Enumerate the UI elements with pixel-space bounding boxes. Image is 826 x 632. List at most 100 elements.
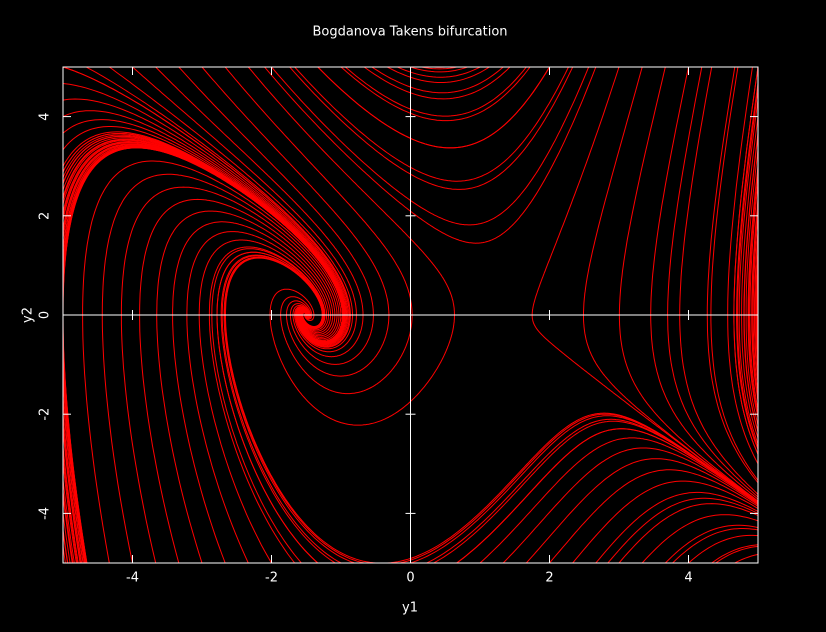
trajectory (595, 491, 758, 563)
trajectory (502, 562, 504, 563)
trajectory (63, 562, 64, 563)
trajectory (221, 255, 342, 563)
trajectory (757, 210, 758, 216)
trajectory (757, 279, 758, 332)
x-tick-label: 0 (406, 571, 414, 586)
trajectory (317, 67, 318, 68)
trajectory (754, 226, 758, 382)
trajectory (757, 256, 758, 266)
trajectory (526, 67, 527, 68)
trajectory (641, 562, 643, 563)
trajectory (396, 67, 481, 78)
y-tick-label: 0 (38, 311, 53, 319)
trajectory (289, 67, 574, 190)
trajectory (224, 67, 226, 68)
trajectory (757, 496, 758, 498)
trajectory (211, 248, 480, 563)
trajectory (63, 133, 345, 563)
trajectory (63, 149, 64, 151)
trajectory (525, 458, 758, 563)
trajectory (650, 67, 758, 500)
trajectory (757, 161, 758, 167)
trajectory (178, 67, 374, 365)
trajectory (757, 284, 758, 315)
trajectory (572, 480, 758, 563)
trajectory (749, 182, 758, 412)
x-tick-label: 2 (545, 571, 553, 586)
trajectory (109, 67, 353, 350)
trajectory (607, 497, 758, 563)
trajectory (63, 100, 64, 101)
trajectory (224, 67, 413, 395)
chart-title: Bogdanova Takens bifurcation (312, 25, 507, 40)
trajectory (642, 67, 643, 68)
trajectory (63, 248, 84, 563)
trajectory (419, 67, 457, 70)
trajectory (687, 562, 689, 563)
trajectory (756, 281, 758, 355)
trajectory (688, 67, 690, 68)
trajectory (756, 267, 758, 349)
trajectory (363, 67, 365, 68)
trajectory (344, 67, 527, 117)
trajectory (745, 149, 758, 427)
trajectory (755, 248, 758, 376)
trajectory (63, 447, 79, 563)
trajectory (271, 67, 590, 226)
trajectory (433, 420, 758, 563)
trajectory (408, 67, 411, 68)
trajectory (109, 562, 110, 563)
trajectory (63, 144, 344, 415)
trajectory (748, 168, 758, 415)
trajectory (201, 67, 202, 68)
trajectory (733, 67, 758, 456)
trajectory (671, 528, 758, 563)
trajectory (736, 83, 758, 451)
trajectory (531, 67, 758, 503)
trajectory (63, 348, 87, 563)
trajectory (247, 67, 249, 68)
trajectory (178, 67, 179, 68)
trajectory (263, 67, 597, 244)
trajectory (757, 562, 758, 563)
trajectory (757, 280, 758, 299)
trajectory (201, 67, 390, 377)
trajectory (711, 67, 713, 68)
trajectory (549, 67, 551, 68)
trajectory (706, 67, 758, 484)
trajectory (757, 178, 758, 183)
trajectory (202, 562, 203, 563)
trajectory (751, 199, 758, 404)
trajectory (363, 67, 511, 100)
trajectory (63, 232, 82, 563)
trajectory (63, 513, 71, 563)
trajectory (757, 529, 758, 531)
trajectory (86, 562, 87, 563)
trajectory (387, 67, 491, 83)
trajectory (139, 198, 336, 563)
trajectory (583, 67, 758, 503)
x-tick-label: -4 (126, 571, 139, 586)
y-tick-label: -2 (38, 408, 53, 421)
trajectory (63, 215, 78, 563)
trajectory (294, 67, 570, 182)
trajectory (247, 67, 455, 426)
trajectory (757, 315, 758, 342)
trajectory (63, 265, 86, 563)
trajectory (63, 480, 75, 563)
trajectory (688, 534, 758, 563)
trajectory (63, 67, 350, 347)
trajectory (63, 414, 83, 563)
trajectory (294, 67, 295, 68)
trajectory (741, 116, 758, 440)
trajectory (757, 129, 758, 134)
trajectory (85, 67, 87, 68)
trajectory (63, 546, 66, 563)
trajectory (63, 133, 64, 134)
trajectory (710, 67, 758, 481)
trajectory (757, 414, 758, 417)
trajectory (757, 331, 758, 347)
trajectory (618, 503, 758, 563)
y-axis-label: y2 (21, 307, 36, 323)
